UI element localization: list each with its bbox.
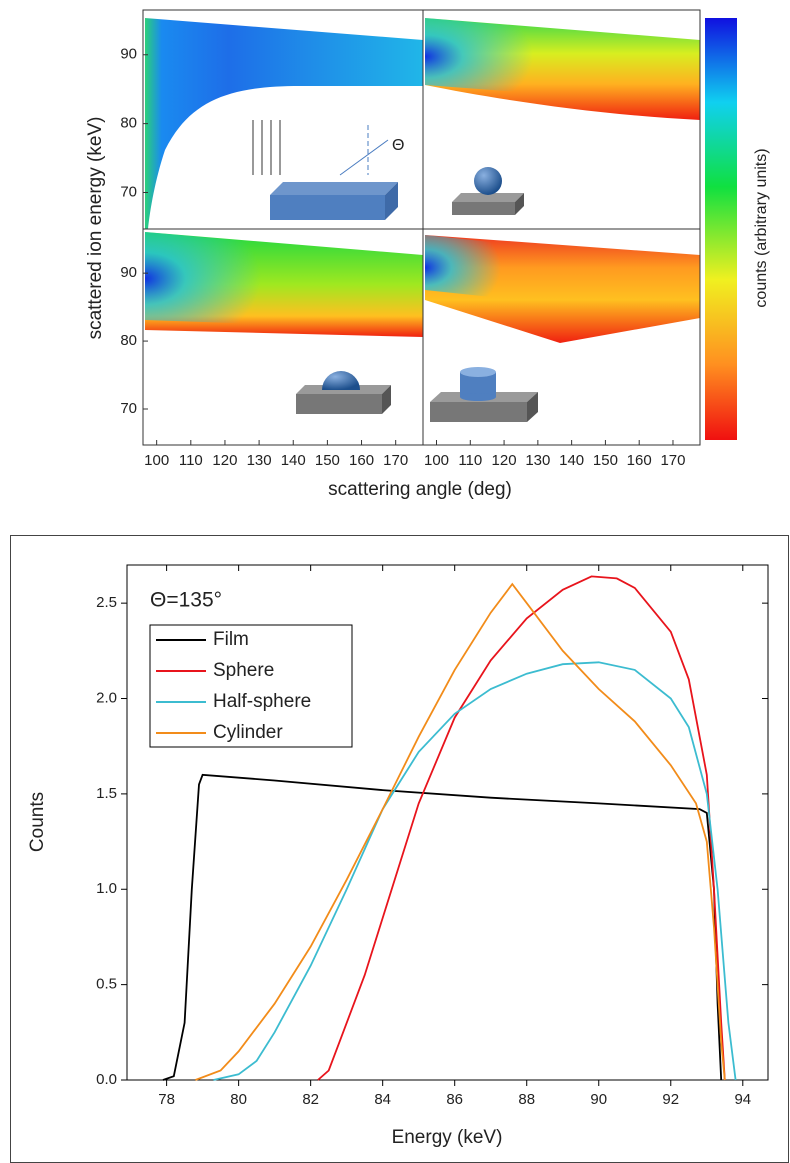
x-axis-title: scattering angle (deg) xyxy=(328,479,512,500)
inset-sphere xyxy=(452,167,524,215)
x-tick-label: 78 xyxy=(158,1091,175,1108)
colorbar xyxy=(705,18,737,440)
substrate xyxy=(527,392,538,422)
y-tick-label: 1.0 xyxy=(96,880,117,897)
y-tick-label: 2.5 xyxy=(96,594,117,611)
cylinder xyxy=(460,393,496,401)
x-tick-label: 100 xyxy=(144,452,169,469)
x-axis-title: Energy (keV) xyxy=(392,1127,503,1148)
x-tick-label: 130 xyxy=(247,452,272,469)
inset-cylinder xyxy=(430,367,538,422)
y-tick-label: 0.5 xyxy=(96,976,117,993)
colorbar-title: counts (arbitrary units) xyxy=(753,148,770,307)
y-axis-title: scattered ion energy (keV) xyxy=(85,117,106,340)
plot-frame xyxy=(126,564,769,1081)
x-tick-label: 82 xyxy=(302,1091,319,1108)
heatmap-film xyxy=(145,18,423,229)
y-tick-label: 1.5 xyxy=(96,785,117,802)
substrate xyxy=(382,385,391,414)
y-tick-label: 2.0 xyxy=(96,689,117,706)
x-tick-label: 150 xyxy=(593,452,618,469)
x-tick-label: 120 xyxy=(212,452,237,469)
y-tick-label: 70 xyxy=(120,400,137,417)
x-tick-label: 130 xyxy=(525,452,550,469)
substrate xyxy=(452,193,524,202)
y-tick-label: 0.0 xyxy=(96,1071,117,1088)
x-tick-label: 160 xyxy=(627,452,652,469)
x-tick-label: 140 xyxy=(281,452,306,469)
heatmap-halfsphere-spot xyxy=(145,232,290,325)
panel-frame xyxy=(142,9,701,446)
substrate xyxy=(452,202,515,215)
y-tick-label: 80 xyxy=(120,115,137,132)
cylinder xyxy=(460,367,496,377)
x-tick-label: 90 xyxy=(590,1091,607,1108)
legend-label: Half-sphere xyxy=(213,691,311,712)
series-line xyxy=(195,582,726,1081)
substrate xyxy=(515,193,524,215)
x-tick-label: 94 xyxy=(734,1091,751,1108)
x-tick-label: 160 xyxy=(349,452,374,469)
annotation: Θ=135° xyxy=(150,589,222,612)
substrate xyxy=(430,402,527,422)
theta-label: Θ xyxy=(392,137,404,154)
x-tick-label: 170 xyxy=(383,452,408,469)
half-sphere xyxy=(322,371,360,390)
film-top xyxy=(270,182,398,195)
x-tick-label: 100 xyxy=(424,452,449,469)
y-tick-label: 90 xyxy=(120,264,137,281)
series-line xyxy=(317,575,726,1081)
arrow xyxy=(339,139,389,176)
x-tick-label: 150 xyxy=(315,452,340,469)
legend-label: Cylinder xyxy=(213,722,283,743)
inset-halfsphere xyxy=(296,371,391,414)
inset-film xyxy=(252,120,398,220)
series-line xyxy=(162,773,723,1081)
legend xyxy=(149,624,353,748)
y-tick-label: 70 xyxy=(120,183,137,200)
heatmap-regions xyxy=(145,18,700,343)
substrate xyxy=(296,394,382,414)
x-tick-label: 110 xyxy=(179,452,203,469)
legend-label: Film xyxy=(213,629,249,650)
x-tick-label: 140 xyxy=(559,452,584,469)
x-tick-label: 120 xyxy=(492,452,517,469)
film-front xyxy=(270,195,385,220)
x-tick-label: 80 xyxy=(230,1091,247,1108)
y-tick-label: 80 xyxy=(120,332,137,349)
y-tick-label: 90 xyxy=(120,46,137,63)
x-tick-label: 86 xyxy=(446,1091,463,1108)
x-tick-label: 84 xyxy=(374,1091,391,1108)
heatmap-cylinder-spot xyxy=(425,235,520,300)
legend-label: Sphere xyxy=(213,660,274,681)
film-side xyxy=(385,182,398,220)
series-line xyxy=(213,661,737,1081)
heatmap-sphere-spot xyxy=(425,18,560,95)
x-tick-label: 88 xyxy=(518,1091,535,1108)
x-tick-label: 110 xyxy=(458,452,482,469)
y-axis-title: Counts xyxy=(27,792,48,852)
x-tick-label: 170 xyxy=(660,452,685,469)
x-tick-label: 92 xyxy=(662,1091,679,1108)
sphere xyxy=(474,167,502,195)
